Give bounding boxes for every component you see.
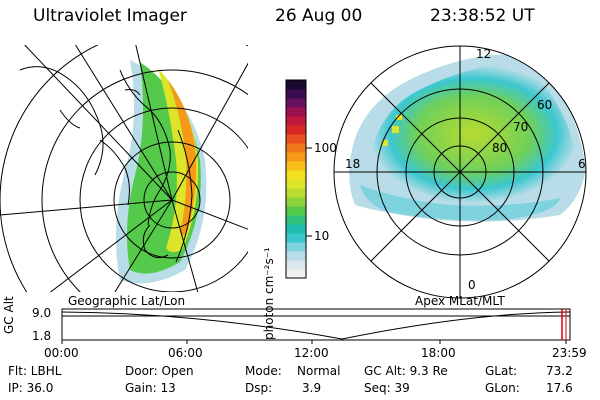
- colorbar-segment: [286, 260, 306, 270]
- left-panel-label: Geographic Lat/Lon: [68, 294, 186, 308]
- info-filter: Flt: LBHL: [8, 364, 62, 378]
- polar-plot: [333, 45, 587, 299]
- colorbar-segment: [286, 233, 306, 243]
- mlt-label-12: 12: [476, 47, 492, 61]
- title: Ultraviolet Imager: [33, 6, 187, 26]
- colorbar-label-100: 100: [314, 141, 337, 155]
- info-gain: Gain: 13: [125, 381, 176, 395]
- colorbar-segment: [286, 98, 306, 108]
- info-dsp-value: 3.9: [302, 381, 322, 395]
- timeline-xtick-0600: 06:00: [168, 346, 203, 360]
- colorbar-segment: [286, 107, 306, 117]
- right-panel-label: Apex MLat/MLT: [415, 294, 505, 308]
- timeline-xtick-1800: 18:00: [421, 346, 456, 360]
- info-glat-label: GLat:: [485, 364, 518, 378]
- colorbar-frame: [285, 79, 307, 279]
- timeline-ytick-9: 9.0: [32, 306, 52, 320]
- altitude-curve: [61, 311, 571, 340]
- info-ip: IP: 36.0: [8, 381, 54, 395]
- colorbar-label-10: 10: [314, 229, 330, 243]
- colorbar-segment: [286, 269, 306, 279]
- colorbar-segment: [286, 224, 306, 234]
- colorbar-segment: [286, 188, 306, 198]
- timeline-xtick-2359: 23:59: [552, 346, 587, 360]
- info-seq: Seq: 39: [364, 381, 410, 395]
- timeline-xtick-1200: 12:00: [294, 346, 329, 360]
- colorbar-segment: [286, 215, 306, 225]
- colorbar-segment: [286, 179, 306, 189]
- colorbar-segment: [286, 125, 306, 135]
- info-mode-label: Mode:: [245, 364, 282, 378]
- colorbar-title: photon cm⁻²s⁻¹: [262, 247, 276, 340]
- timeline-axis-label: GC Alt: [2, 296, 16, 334]
- mlt-label-18: 18: [345, 157, 361, 171]
- mlat-label-60: 60: [537, 98, 553, 112]
- colorbar-segment: [286, 251, 306, 261]
- colorbar-segment: [286, 134, 306, 144]
- color-bar: [285, 79, 307, 279]
- info-glon-label: GLon:: [485, 381, 520, 395]
- polar-patch-1: [392, 126, 399, 133]
- colorbar-segment: [286, 143, 306, 153]
- info-glat-value: 73.2: [546, 364, 573, 378]
- info-gc-alt: GC Alt: 9.3 Re: [364, 364, 448, 378]
- timeline-ytick-1: 1.8: [32, 329, 52, 343]
- info-door: Door: Open: [125, 364, 194, 378]
- info-mode-value: Normal: [297, 364, 341, 378]
- colorbar-segment: [286, 206, 306, 216]
- polar-patch-3: [396, 115, 402, 120]
- polar-patch-2: [382, 140, 388, 146]
- polar-aurora-cyan: [360, 185, 560, 221]
- time: 23:38:52 UT: [430, 6, 535, 26]
- colorbar-segment: [286, 152, 306, 162]
- colorbar-segment: [286, 116, 306, 126]
- colorbar-segment: [286, 89, 306, 99]
- mlt-label-6: 6: [578, 157, 586, 171]
- altitude-timeline: [61, 308, 571, 344]
- colorbar-segment: [286, 242, 306, 252]
- timeline-xtick-0000: 00:00: [44, 346, 79, 360]
- colorbar-segment: [286, 197, 306, 207]
- info-dsp-label: Dsp:: [245, 381, 273, 395]
- aurora-orange: [168, 80, 197, 236]
- colorbar-segment: [286, 161, 306, 171]
- polar-aurora-main: [369, 64, 578, 204]
- mlat-label-70: 70: [513, 120, 529, 134]
- geographic-map: [0, 45, 248, 292]
- mlt-label-0: 0: [468, 278, 476, 292]
- mlat-label-80: 80: [492, 141, 508, 155]
- date: 26 Aug 00: [275, 6, 363, 26]
- info-glon-value: 17.6: [546, 381, 573, 395]
- colorbar-segment: [286, 170, 306, 180]
- colorbar-segment: [286, 80, 306, 90]
